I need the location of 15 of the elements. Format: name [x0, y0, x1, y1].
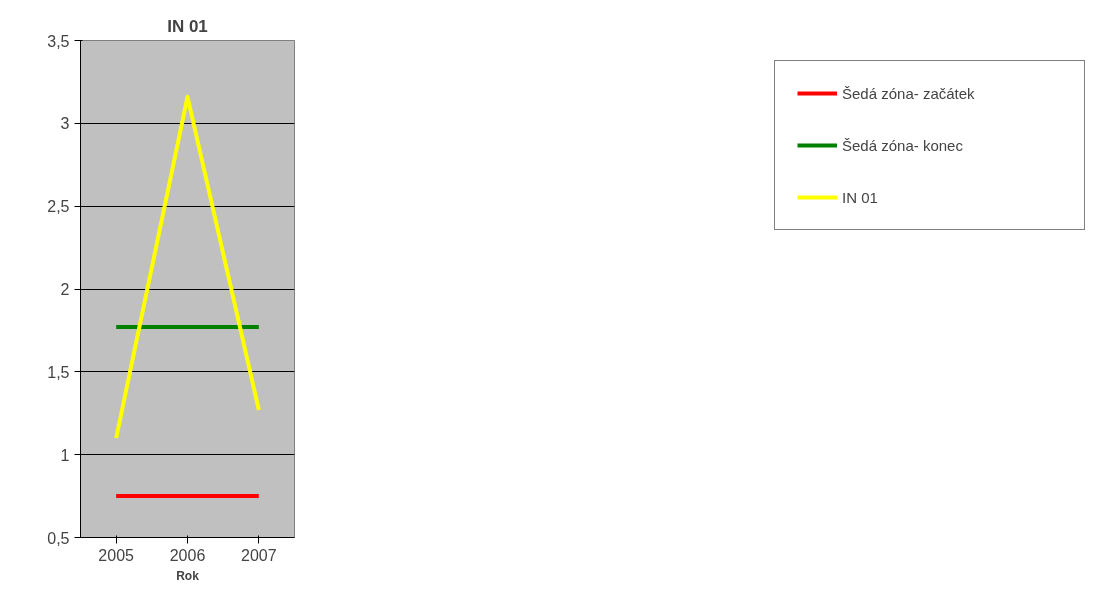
y-tick-label: 1,5	[47, 363, 70, 381]
legend-label: Šedá zóna- konec	[842, 136, 964, 154]
y-tick-label: 2	[60, 281, 70, 298]
y-tick-label: 1	[60, 446, 70, 464]
y-tick-label: 3,5	[47, 32, 70, 50]
legend-label: Šedá zóna- začátek	[842, 84, 976, 102]
y-tick-label: 3	[60, 115, 70, 133]
y-tick-label: 0,5	[47, 529, 70, 547]
x-tick-label: 2005	[98, 546, 135, 564]
chart-title: IN 01	[167, 16, 208, 36]
x-axis-title: Rok	[176, 568, 200, 583]
x-tick-label: 2006	[169, 546, 206, 564]
y-tick-label: 2,5	[47, 198, 70, 216]
x-tick-label: 2007	[241, 546, 277, 564]
legend-label: IN 01	[842, 188, 879, 206]
